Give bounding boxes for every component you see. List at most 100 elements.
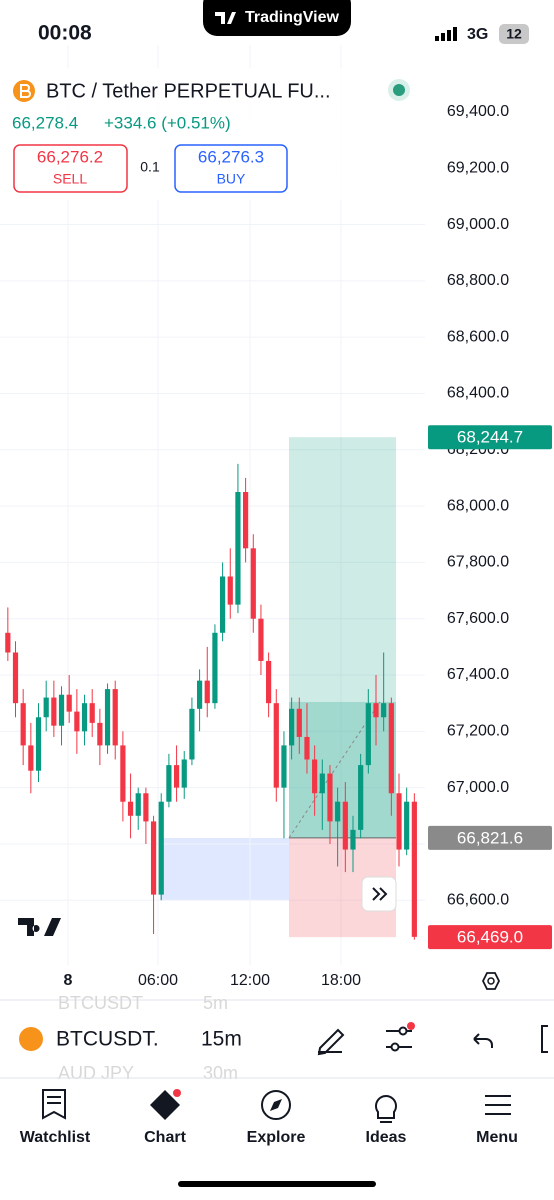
buy-button[interactable]: [174, 144, 288, 193]
nav-label[interactable]: Ideas: [366, 1129, 407, 1146]
candle-body: [219, 576, 226, 633]
y-tick-label: 67,600.0: [447, 610, 509, 627]
hidden-interval: 5m: [203, 993, 228, 1013]
hidden-symbol: BTCUSDT: [58, 993, 143, 1013]
candle-body: [143, 793, 149, 822]
candle-body: [58, 694, 65, 726]
price-tag: [428, 825, 552, 850]
candle-body: [181, 759, 187, 788]
candle-body: [212, 632, 218, 704]
undo[interactable]: [473, 1033, 493, 1048]
candle-body: [296, 708, 302, 737]
price-tag: [428, 925, 552, 950]
app-pill: [203, 0, 351, 36]
price-tag-label: 66,821.6: [457, 828, 523, 847]
candle-body: [66, 694, 72, 712]
candle-body: [135, 793, 141, 816]
candle-body: [189, 708, 195, 760]
nav-label[interactable]: Chart: [144, 1129, 186, 1146]
candle-body: [104, 689, 111, 746]
candle-body: [35, 717, 42, 771]
explore-icon: [261, 1090, 291, 1120]
y-tick-label: 68,000.0: [447, 497, 509, 514]
candle-body: [411, 801, 417, 937]
candle-body: [150, 821, 157, 895]
signal: [435, 27, 457, 41]
y-tick-label: 69,200.0: [447, 159, 509, 176]
candle-body: [381, 703, 387, 718]
nav-label[interactable]: Explore: [247, 1129, 306, 1146]
candle-body: [365, 703, 371, 766]
network: 3G: [467, 26, 488, 43]
btc-icon: [19, 1027, 43, 1051]
candle-body: [266, 660, 272, 704]
btc-glyph: [20, 84, 31, 98]
draw-tool[interactable]: [317, 1028, 345, 1056]
candle-body: [120, 745, 126, 802]
settings-hex[interactable]: [481, 972, 501, 990]
buy-price: 66,276.3: [198, 147, 264, 166]
fullscreen[interactable]: [541, 1025, 548, 1053]
candle-body: [51, 697, 57, 726]
toolbar-interval[interactable]: 15m: [201, 1028, 242, 1051]
candle-body: [304, 736, 310, 760]
candle-body: [350, 829, 356, 850]
candle-body: [227, 576, 233, 605]
badge: [173, 1089, 181, 1097]
profit-filled: [289, 702, 396, 838]
sell-button[interactable]: [13, 144, 128, 193]
market-status: [393, 84, 405, 96]
knob: [398, 1026, 408, 1036]
nav-label[interactable]: Watchlist: [20, 1129, 91, 1146]
toolbar-bg: [0, 1016, 554, 1064]
toolbar-symbol[interactable]: BTCUSDT.: [56, 1028, 159, 1051]
candle-body: [358, 765, 364, 830]
candle-body: [258, 618, 264, 661]
candle-body: [235, 492, 241, 605]
y-tick-label: 68,600.0: [447, 328, 509, 345]
x-tick-label: 12:00: [230, 972, 270, 989]
ideas-icon: [375, 1095, 397, 1123]
candle-body: [250, 548, 256, 619]
candle-body: [12, 652, 19, 704]
candle-body: [273, 703, 279, 788]
candle-body: [166, 765, 172, 802]
x-tick-label: 06:00: [138, 972, 178, 989]
candle-body: [81, 703, 88, 732]
settings-dot: [487, 977, 495, 985]
candle-body: [388, 703, 394, 794]
battery-level: 12: [506, 26, 522, 42]
candle-body: [112, 689, 118, 746]
compass: [270, 1099, 282, 1111]
candle-body: [5, 632, 11, 653]
price-tag: [428, 425, 552, 450]
y-tick-label: 68,400.0: [447, 385, 509, 402]
nav-label[interactable]: Menu: [476, 1129, 518, 1146]
candle-body: [89, 703, 95, 723]
y-tick-label: 67,000.0: [447, 779, 509, 796]
watchlist-icon: [42, 1089, 66, 1120]
app-name: TradingView: [245, 9, 340, 26]
candle-body: [312, 759, 318, 794]
chevrons: [372, 887, 388, 901]
nav-bg: [0, 1079, 554, 1200]
candle-body: [43, 697, 49, 718]
battery: [499, 24, 529, 44]
candle-body: [127, 801, 134, 816]
watermark: [18, 918, 61, 936]
sell-label: SELL: [53, 171, 87, 187]
y-tick-label: 69,000.0: [447, 216, 509, 233]
quantity[interactable]: 0.1: [140, 159, 160, 175]
knob: [390, 1042, 400, 1052]
candle-body: [196, 680, 203, 709]
candle-body: [74, 711, 80, 732]
y-tick-label: 69,400.0: [447, 103, 509, 120]
x-tick-label: 18:00: [321, 972, 361, 989]
candle-body: [373, 703, 379, 718]
y-tick-label: 66,600.0: [447, 891, 509, 908]
y-tick-label: 67,200.0: [447, 723, 509, 740]
symbol-title[interactable]: BTC / Tether PERPETUAL FU...: [46, 80, 331, 102]
candle-body: [335, 801, 341, 822]
candle-body: [319, 773, 325, 794]
